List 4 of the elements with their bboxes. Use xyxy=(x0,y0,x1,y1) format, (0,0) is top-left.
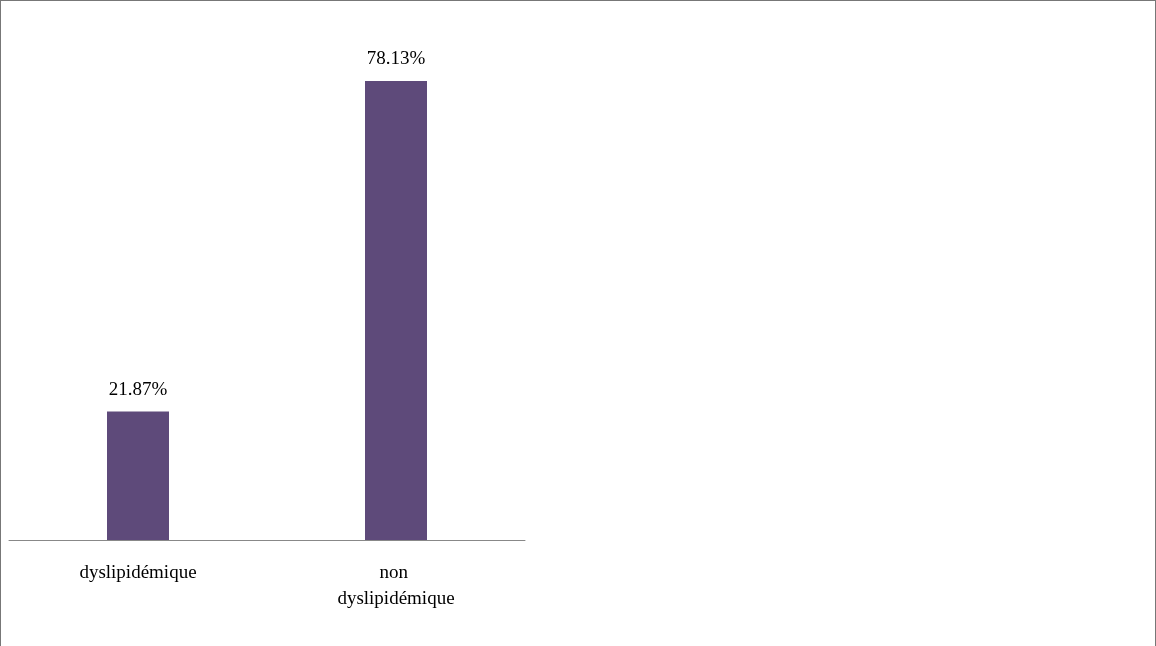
data-label: 78.13% xyxy=(366,47,426,68)
x-tick-label: non dyslipidémique xyxy=(337,560,455,608)
data-label: 21.87% xyxy=(108,377,168,399)
x-tick-label: dyslipidémique xyxy=(79,560,197,582)
